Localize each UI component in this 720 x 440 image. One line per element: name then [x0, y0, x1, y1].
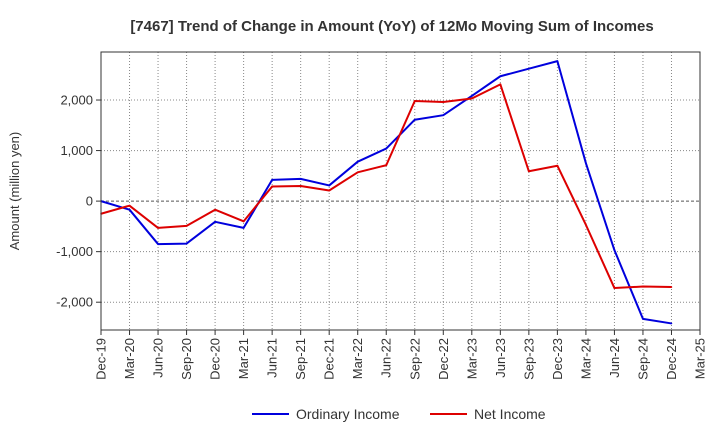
data-point: [642, 285, 644, 288]
chart-title: [7467] Trend of Change in Amount (YoY) o…: [130, 18, 653, 35]
data-point: [385, 164, 388, 167]
x-tick-label: Mar-24: [578, 338, 593, 379]
data-point: [499, 75, 502, 78]
data-point: [356, 160, 359, 163]
x-tick-label: Sep-21: [293, 338, 308, 380]
data-point: [556, 60, 559, 62]
data-point: [413, 100, 416, 102]
y-tick-label: -1,000: [56, 244, 93, 259]
data-point: [328, 184, 330, 187]
x-tick-label: Sep-22: [407, 338, 422, 380]
plot-border: [100, 51, 701, 331]
data-point: [670, 322, 673, 325]
x-tick-label: Dec-20: [208, 338, 223, 380]
x-tick-label: Mar-22: [350, 338, 365, 379]
data-point: [585, 162, 587, 164]
x-tick-label: Jun-21: [265, 338, 280, 378]
data-point: [528, 170, 530, 173]
x-tick-label: Dec-22: [436, 338, 451, 380]
data-point: [356, 171, 359, 174]
data-point: [528, 67, 530, 70]
y-axis-label: Amount (million yen): [7, 132, 22, 251]
y-tick-label: 0: [86, 194, 93, 209]
x-tick-label: Dec-21: [322, 338, 337, 380]
data-point: [442, 101, 445, 103]
x-tick-label: Mar-23: [464, 338, 479, 379]
x-tick-label: Jun-24: [607, 338, 622, 378]
data-point: [385, 147, 388, 150]
series-line-net-income: [100, 83, 672, 290]
data-point: [585, 224, 587, 226]
legend: Ordinary Income Net Income: [252, 406, 546, 422]
data-point: [471, 97, 473, 100]
legend-label-net-income: Net Income: [474, 406, 546, 422]
data-point: [214, 221, 216, 223]
x-tick-label: Sep-24: [635, 338, 650, 380]
data-point: [271, 179, 273, 181]
x-tick-label: Jun-20: [151, 338, 166, 378]
x-tick-label: Mar-21: [236, 338, 251, 379]
x-tick-label: Jun-23: [493, 338, 508, 378]
x-tick-label: Dec-24: [664, 338, 679, 380]
data-point: [413, 118, 416, 121]
data-point: [471, 95, 473, 97]
data-point: [442, 114, 445, 116]
series-layer: [100, 60, 673, 325]
x-tick-label: Sep-23: [521, 338, 536, 380]
x-tick-labels: Dec-19 Mar-20 Jun-20 Sep-20 Dec-20 Mar-21 Jun-…: [94, 330, 708, 380]
data-point: [613, 287, 616, 289]
legend-label-ordinary-income: Ordinary Income: [296, 406, 400, 422]
data-point: [556, 164, 559, 167]
plot-frame: [100, 51, 701, 331]
data-point: [128, 204, 131, 207]
data-point: [157, 243, 159, 245]
data-point: [328, 189, 330, 192]
data-point: [670, 286, 673, 288]
data-point: [613, 249, 616, 251]
data-point: [214, 208, 216, 211]
data-point: [128, 208, 131, 211]
data-point: [299, 178, 302, 180]
data-point: [242, 220, 245, 223]
y-tick-label: 2,000: [60, 93, 93, 108]
y-tick-labels: -2,000 -1,000 0 1,000 2,000: [56, 93, 101, 310]
x-tick-label: Dec-23: [550, 338, 565, 380]
grid-layer: [101, 52, 700, 330]
y-tick-label: 1,000: [60, 143, 93, 158]
data-point: [499, 83, 502, 86]
data-point: [185, 225, 188, 227]
data-point: [299, 185, 302, 187]
data-point: [271, 185, 273, 188]
x-tick-label: Mar-25: [693, 338, 708, 379]
y-tick-label: -2,000: [56, 295, 93, 310]
data-point: [157, 227, 159, 229]
x-tick-label: Sep-20: [179, 338, 194, 380]
x-tick-label: Dec-19: [94, 338, 109, 380]
data-point: [242, 227, 245, 229]
data-point: [642, 318, 644, 320]
x-tick-label: Mar-20: [122, 338, 137, 379]
x-tick-label: Jun-22: [379, 338, 394, 378]
data-point: [185, 242, 188, 245]
